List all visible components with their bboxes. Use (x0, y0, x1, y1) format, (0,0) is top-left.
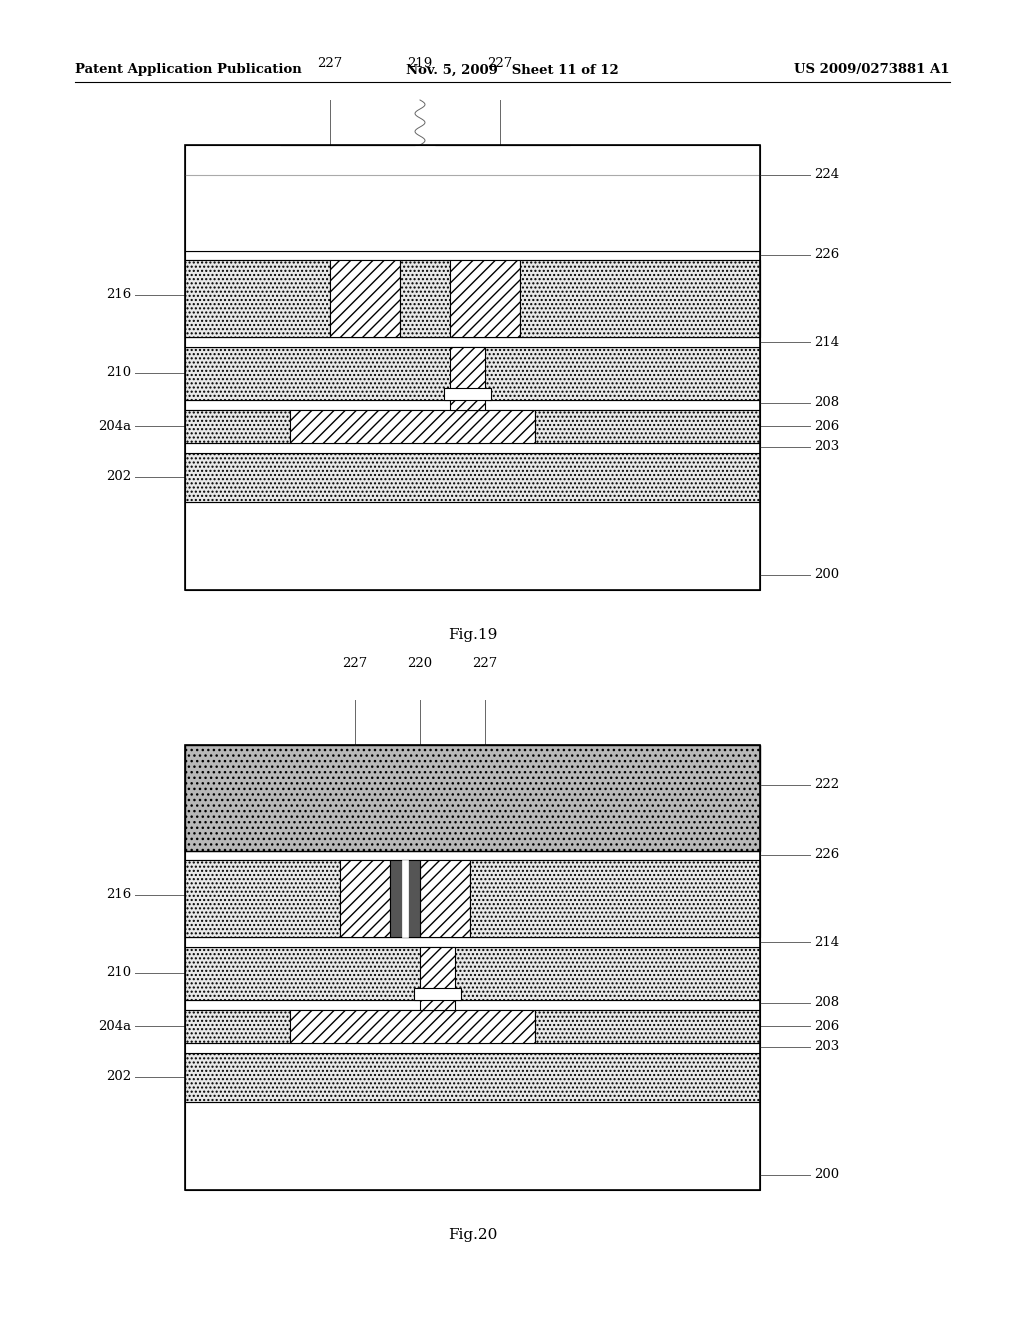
Text: 210: 210 (105, 966, 131, 979)
Text: 200: 200 (814, 1168, 839, 1181)
Text: Nov. 5, 2009   Sheet 11 of 12: Nov. 5, 2009 Sheet 11 of 12 (406, 63, 618, 77)
Text: 224: 224 (814, 169, 839, 181)
Bar (290, 1010, 535, 1043)
Bar (185, 502, 760, 590)
Bar (185, 946, 760, 1001)
Bar (402, 861, 408, 937)
Bar (185, 1001, 760, 1010)
Bar (185, 851, 760, 861)
Bar (185, 1043, 760, 1053)
Text: Patent Application Publication: Patent Application Publication (75, 63, 302, 77)
Text: 206: 206 (814, 1019, 840, 1032)
Bar (450, 260, 520, 337)
Bar (185, 453, 760, 502)
Text: 216: 216 (105, 888, 131, 902)
Bar (185, 251, 760, 260)
Text: 214: 214 (814, 335, 839, 348)
Text: Fig.20: Fig.20 (447, 1228, 498, 1242)
Text: Fig.19: Fig.19 (447, 628, 498, 642)
Bar (450, 347, 485, 411)
Bar (185, 937, 760, 946)
Bar (290, 411, 535, 444)
Bar (520, 260, 760, 337)
Text: 202: 202 (105, 1071, 131, 1084)
Bar (414, 987, 461, 1001)
Text: 208: 208 (814, 396, 839, 409)
Bar (420, 861, 470, 937)
Text: US 2009/0273881 A1: US 2009/0273881 A1 (795, 63, 950, 77)
Bar (185, 260, 330, 337)
Bar (185, 145, 760, 590)
Text: 226: 226 (814, 849, 840, 862)
Bar (185, 400, 760, 411)
Text: 219: 219 (408, 57, 432, 70)
Bar (185, 1010, 290, 1043)
Bar (185, 347, 760, 400)
Text: 214: 214 (814, 936, 839, 949)
Text: 202: 202 (105, 470, 131, 483)
Bar (420, 946, 455, 1010)
Text: 220: 220 (408, 657, 432, 671)
Bar (470, 861, 760, 937)
Text: 226: 226 (814, 248, 840, 261)
Text: 227: 227 (342, 657, 368, 671)
Bar (185, 744, 760, 1191)
Bar (185, 145, 760, 251)
Bar (330, 260, 400, 337)
Text: 227: 227 (487, 57, 513, 70)
Bar (185, 337, 760, 347)
Bar (535, 411, 760, 444)
Bar (535, 1010, 760, 1043)
Text: 208: 208 (814, 997, 839, 1010)
Bar (340, 861, 390, 937)
Bar (185, 444, 760, 453)
Text: 200: 200 (814, 569, 839, 582)
Bar (185, 260, 760, 337)
Bar (185, 861, 340, 937)
Bar (185, 861, 760, 937)
Bar (185, 744, 760, 851)
Text: 204a: 204a (98, 420, 131, 433)
Text: 227: 227 (317, 57, 343, 70)
Text: 203: 203 (814, 441, 840, 454)
Text: 203: 203 (814, 1040, 840, 1053)
Text: 216: 216 (105, 289, 131, 301)
Bar (444, 388, 490, 400)
Text: 206: 206 (814, 420, 840, 433)
Text: 222: 222 (814, 779, 839, 792)
Bar (185, 1102, 760, 1191)
Text: 227: 227 (472, 657, 498, 671)
Bar (185, 1053, 760, 1102)
Bar (400, 260, 450, 337)
Bar (390, 861, 420, 937)
Bar (185, 411, 290, 444)
Text: 210: 210 (105, 367, 131, 380)
Text: 204a: 204a (98, 1019, 131, 1032)
